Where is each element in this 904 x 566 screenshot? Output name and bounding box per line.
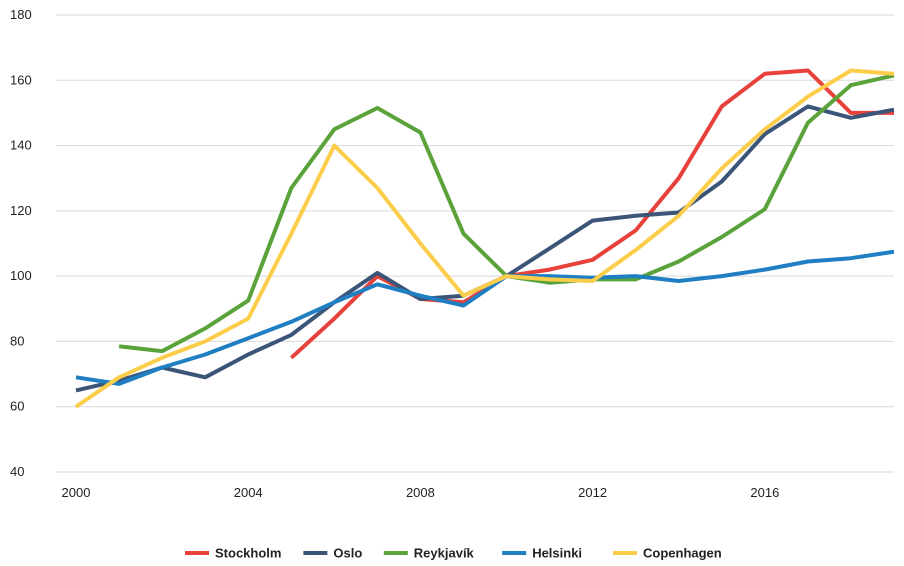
series-line-oslo — [75, 104, 895, 393]
y-axis-ticks: 40 60 80 100 120 140 160 180 — [10, 7, 32, 479]
legend-label-stockholm: Stockholm — [215, 546, 281, 561]
x-axis-ticks: 2000 2004 2008 2012 2016 — [62, 485, 780, 500]
series-line-reykjav-k — [118, 73, 895, 354]
series-line-copenhagen — [74, 68, 895, 409]
x-tick-label-2000: 2000 — [62, 485, 91, 500]
x-tick-label-2008: 2008 — [406, 485, 435, 500]
x-tick-label-2004: 2004 — [234, 485, 263, 500]
legend-label-copenhagen: Copenhagen — [643, 546, 722, 561]
x-tick-label-2016: 2016 — [750, 485, 779, 500]
series-lines — [74, 68, 895, 409]
legend-label-oslo: Oslo — [333, 546, 362, 561]
y-tick-label-100: 100 — [10, 268, 32, 283]
x-tick-label-2012: 2012 — [578, 485, 607, 500]
y-tick-label-160: 160 — [10, 72, 32, 87]
series-line-stockholm — [289, 68, 894, 360]
y-tick-label-180: 180 — [10, 7, 32, 22]
legend-label-helsinki: Helsinki — [532, 546, 582, 561]
y-tick-label-120: 120 — [10, 203, 32, 218]
legend: Stockholm Oslo Reykjavík Helsinki Copenhagen — [185, 546, 722, 561]
legend-label-reykjav-k: Reykjavík — [414, 546, 475, 561]
gridlines — [56, 14, 894, 473]
y-tick-label-40: 40 — [10, 464, 24, 479]
y-tick-label-80: 80 — [10, 333, 24, 348]
y-tick-label-140: 140 — [10, 138, 32, 153]
y-tick-label-60: 60 — [10, 399, 24, 414]
series-line-helsinki — [75, 249, 895, 386]
